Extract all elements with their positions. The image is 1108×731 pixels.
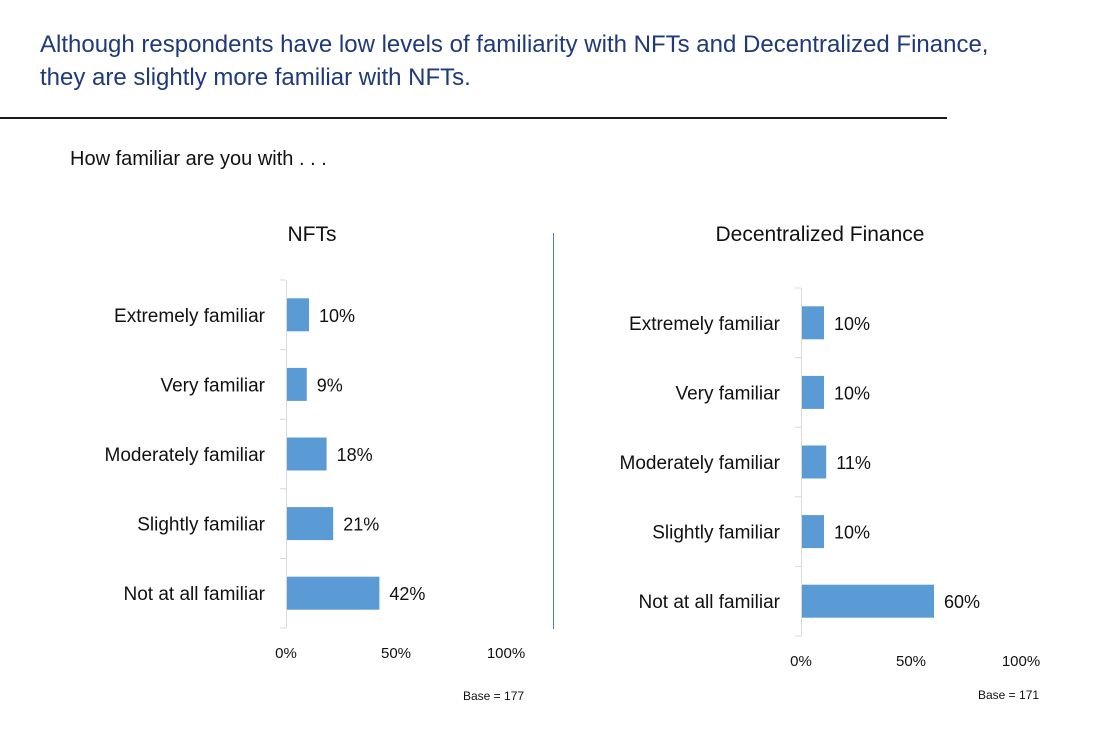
data-label: 18%: [337, 445, 373, 465]
bar: [802, 445, 827, 479]
bar: [802, 584, 934, 618]
question-text: How familiar are you with . . .: [70, 148, 327, 170]
base-note-nfts: Base = 177: [463, 689, 525, 703]
data-label: 21%: [343, 515, 379, 535]
data-label: 10%: [834, 523, 870, 543]
chart-nfts: NFTs Extremely familiar 10% Very familiar 9%…: [105, 223, 526, 662]
category-label: Very familiar: [160, 375, 265, 396]
headline: Although respondents have low levels of …: [40, 28, 1080, 94]
bar: [802, 306, 824, 340]
data-label: 10%: [834, 314, 870, 334]
headline-line-2: they are slightly more familiar with NFT…: [40, 64, 471, 91]
chart-title: NFTs: [288, 223, 337, 246]
bar: [287, 507, 334, 541]
x-tick-label: 50%: [896, 653, 926, 670]
x-tick-label: 0%: [275, 645, 297, 662]
x-tick-label: 100%: [487, 645, 525, 662]
chart-title: Decentralized Finance: [716, 223, 925, 246]
bar: [802, 375, 824, 409]
data-label: 60%: [944, 592, 980, 612]
x-tick-label: 100%: [1002, 653, 1040, 670]
headline-rule: [0, 117, 947, 119]
category-label: Slightly familiar: [652, 523, 780, 544]
x-tick-label: 50%: [381, 645, 411, 662]
headline-line-1: Although respondents have low levels of …: [40, 31, 989, 58]
category-label: Very familiar: [675, 383, 780, 404]
category-label: Extremely familiar: [629, 314, 781, 335]
category-label: Moderately familiar: [620, 453, 781, 474]
category-label: Slightly familiar: [137, 515, 265, 536]
category-label: Moderately familiar: [105, 445, 266, 466]
data-label: 10%: [319, 306, 355, 326]
bar: [287, 437, 327, 471]
bar: [287, 298, 309, 332]
data-label: 9%: [317, 375, 343, 395]
data-label: 42%: [389, 584, 425, 604]
category-label: Not at all familiar: [639, 592, 781, 613]
bar: [287, 576, 380, 610]
bar: [802, 515, 824, 549]
data-label: 10%: [834, 383, 870, 403]
category-label: Extremely familiar: [114, 306, 266, 327]
bar: [287, 367, 307, 401]
data-label: 11%: [836, 453, 871, 473]
base-note-defi: Base = 171: [978, 688, 1040, 702]
category-label: Not at all familiar: [124, 584, 266, 605]
x-tick-label: 0%: [790, 653, 812, 670]
chart-divider: [553, 233, 554, 629]
